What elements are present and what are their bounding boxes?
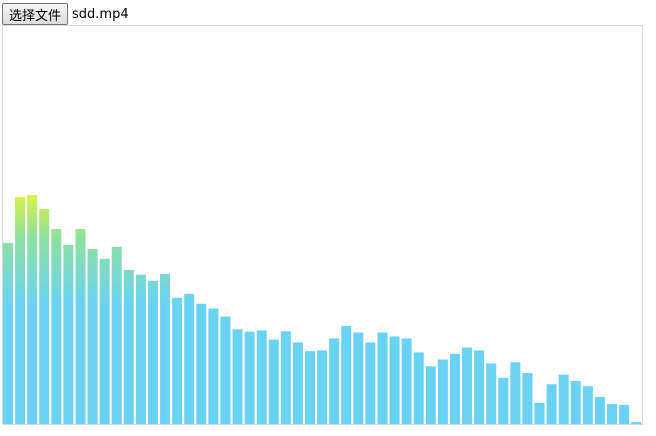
frequency-bar	[522, 373, 533, 424]
choose-file-button[interactable]: 选择文件	[2, 3, 69, 25]
frequency-bar	[75, 228, 86, 424]
frequency-bar	[486, 363, 497, 424]
frequency-bar	[305, 351, 315, 424]
file-input[interactable]: 选择文件 sdd.mp4	[2, 3, 129, 25]
frequency-bar	[534, 402, 545, 424]
frequency-bar	[220, 316, 231, 424]
frequency-bar	[546, 384, 557, 424]
frequency-bar	[377, 332, 388, 424]
frequency-bar	[474, 350, 485, 424]
selected-file-name: sdd.mp4	[72, 6, 129, 22]
frequency-bar	[232, 329, 243, 424]
frequency-bar	[87, 248, 98, 424]
frequency-bar	[413, 352, 424, 424]
frequency-bar	[27, 195, 38, 424]
frequency-bars	[3, 195, 642, 424]
frequency-bar	[498, 377, 509, 424]
frequency-bar	[256, 330, 267, 424]
frequency-bar	[353, 332, 364, 424]
frequency-bar	[51, 228, 62, 424]
frequency-bar	[317, 350, 328, 424]
frequency-bar	[341, 326, 352, 424]
frequency-bar	[15, 197, 26, 424]
frequency-bar	[582, 386, 593, 424]
frequency-bar	[570, 381, 581, 424]
frequency-bar	[594, 396, 605, 424]
frequency-bar	[619, 404, 630, 424]
frequency-bar	[99, 258, 110, 424]
audio-visualizer-canvas	[2, 25, 643, 425]
frequency-bar	[462, 347, 473, 424]
frequency-bar	[3, 242, 13, 424]
frequency-bar	[280, 331, 291, 424]
frequency-bar	[196, 303, 207, 424]
frequency-bar	[558, 374, 569, 424]
frequency-bar	[631, 422, 642, 424]
frequency-bar	[401, 338, 412, 424]
frequency-bar	[329, 338, 340, 424]
frequency-bar	[39, 209, 50, 424]
frequency-bar	[244, 331, 255, 424]
frequency-bar	[437, 359, 448, 424]
frequency-bar	[172, 297, 183, 424]
frequency-bar	[365, 342, 376, 424]
frequency-bar	[135, 274, 146, 424]
frequency-bar	[425, 366, 436, 424]
frequency-bar	[292, 342, 303, 424]
frequency-bar	[160, 273, 171, 424]
frequency-bar	[510, 362, 521, 424]
frequency-bar	[147, 280, 158, 424]
frequency-bar	[63, 244, 74, 424]
frequency-bar	[449, 353, 460, 424]
frequency-bar	[184, 293, 195, 424]
frequency-bar	[607, 404, 617, 424]
frequency-bar	[208, 308, 219, 424]
frequency-bar	[123, 269, 134, 424]
frequency-bar	[268, 339, 279, 424]
frequency-bar	[111, 246, 122, 424]
frequency-bar	[389, 336, 400, 424]
